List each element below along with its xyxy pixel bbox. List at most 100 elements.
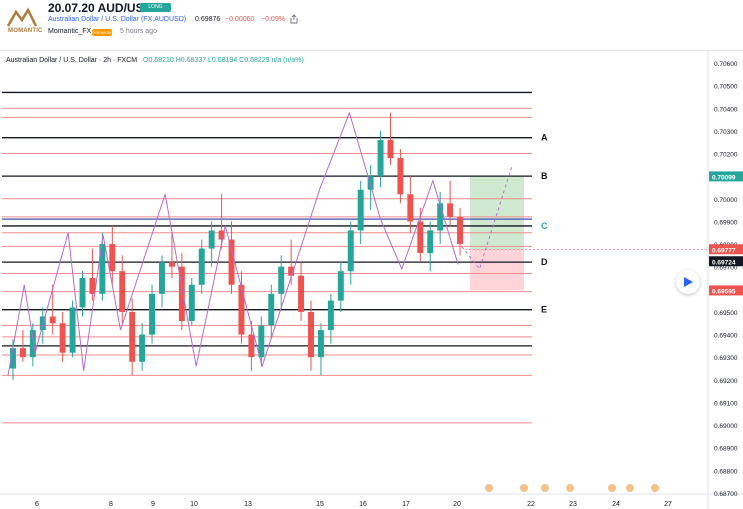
time-tick-label: 10 — [190, 501, 198, 508]
momantic-logo[interactable]: MOMANTIC — [6, 6, 42, 40]
candle-body — [258, 325, 265, 358]
candle-body — [457, 216, 464, 245]
economic-event-icon[interactable] — [650, 483, 660, 493]
price-label-text: 0.69595 — [712, 288, 736, 295]
economic-event-icon[interactable] — [519, 483, 529, 493]
candle-body — [19, 348, 26, 358]
price-tick-label: 0.69000 — [714, 423, 738, 430]
candle-body — [198, 248, 205, 285]
price-tick-label: 0.69400 — [714, 333, 738, 340]
time-tick-label: 24 — [612, 501, 620, 508]
price-label-badge — [709, 171, 743, 182]
price-tick-label: 0.68900 — [714, 446, 738, 453]
economic-event-icon[interactable] — [625, 483, 635, 493]
candle-body — [347, 230, 354, 272]
take-profit-zone — [470, 176, 524, 250]
candle-body — [278, 266, 285, 294]
candle-body — [139, 334, 146, 362]
time-tick-label: 17 — [402, 501, 410, 508]
time-tick-label: 15 — [316, 501, 324, 508]
price-tick-label: 0.70400 — [714, 106, 738, 113]
price-axis-bg — [708, 51, 743, 509]
candle-body — [298, 275, 305, 312]
candle-body — [178, 266, 185, 321]
long-badge: LONG — [140, 3, 171, 12]
price-tick-label: 0.70200 — [714, 152, 738, 159]
price-tick-label: 0.69900 — [714, 219, 738, 226]
candle-body — [188, 284, 195, 321]
level-label-e: E — [541, 305, 547, 315]
premium-badge: PREMIUM — [92, 29, 112, 36]
time-tick-label: 9 — [151, 501, 155, 508]
price-chart[interactable]: A B C D E 0.70600 0.70500 0.70400 0.70300 0.70200… — [0, 51, 743, 509]
candle-body — [29, 330, 36, 358]
candle-body — [407, 194, 414, 222]
candle-body — [129, 311, 136, 362]
price-change: −0.00060 — [225, 16, 255, 23]
publish-time: 5 hours ago — [120, 28, 157, 35]
candle-body — [208, 230, 215, 249]
candle-body — [437, 203, 444, 231]
symbol-link[interactable]: Australian Dollar / U.S. Dollar (FX:AUDU… — [48, 16, 187, 23]
candle-body — [387, 139, 394, 159]
price-tick-label: 0.70000 — [714, 197, 738, 204]
candle-body — [149, 293, 156, 335]
time-tick-label: 20 — [453, 501, 461, 508]
legend-ohlc: O0.68210 H0.68337 L0.68194 C0.68229 n/a … — [143, 57, 304, 64]
candle-body — [59, 323, 66, 353]
candle-body — [427, 230, 434, 254]
idea-header: MOMANTIC 20.07.20 AUD/USD LONG Australia… — [0, 0, 743, 50]
price-label-badge — [709, 285, 743, 296]
idea-title: 20.07.20 AUD/USD — [48, 1, 153, 15]
price-label-text: 0.69777 — [712, 247, 736, 254]
candle-body — [228, 239, 235, 285]
economic-event-icon[interactable] — [565, 483, 575, 493]
share-icon[interactable] — [289, 14, 299, 24]
time-tick-label: 6 — [35, 501, 39, 508]
candle-body — [377, 139, 384, 177]
candle-body — [327, 300, 334, 331]
mountain-logo-icon — [6, 7, 38, 27]
price-tick-label: 0.70300 — [714, 129, 738, 136]
candle-body — [357, 189, 364, 231]
chart-legend: Australian Dollar / U.S. Dollar · 2h · F… — [6, 57, 308, 64]
level-label-d: D — [541, 257, 548, 267]
level-label-b: B — [541, 171, 548, 181]
time-tick-label: 27 — [664, 501, 672, 508]
candle-body — [248, 334, 255, 358]
candle-body — [337, 271, 344, 301]
candle-body — [9, 348, 16, 369]
price-tick-label: 0.69300 — [714, 355, 738, 362]
last-price: 0.69876 — [195, 16, 221, 23]
logo-wordmark: MOMANTIC — [8, 28, 43, 34]
stop-loss-zone — [470, 249, 524, 291]
candle-body — [168, 262, 175, 267]
economic-event-icon[interactable] — [607, 483, 617, 493]
play-replay-button[interactable] — [676, 270, 700, 294]
price-tick-label: 0.70500 — [714, 84, 738, 91]
candle-body — [119, 271, 126, 312]
level-label-c: C — [541, 221, 548, 231]
author-link[interactable]: Momantic_FX — [48, 28, 92, 35]
candle-body — [308, 311, 314, 358]
level-label-a: A — [541, 133, 548, 143]
chart-area[interactable]: A B C D E 0.70600 0.70500 0.70400 0.70300 0.70200… — [0, 50, 743, 509]
candle-body — [317, 330, 324, 358]
price-tick-label: 0.69100 — [714, 400, 738, 407]
candle-body — [49, 316, 56, 324]
candle-body — [109, 244, 116, 272]
price-label-text: 0.70099 — [712, 174, 736, 181]
candle-body — [89, 278, 96, 294]
candle-body — [69, 307, 76, 353]
time-tick-label: 13 — [244, 501, 252, 508]
economic-event-icon[interactable] — [484, 483, 494, 493]
economic-event-icon[interactable] — [540, 483, 550, 493]
price-tick-label: 0.69700 — [714, 265, 738, 272]
price-change-percent: −0.09% — [261, 16, 285, 23]
zigzag-pattern — [7, 111, 459, 376]
candle-body — [417, 221, 424, 254]
time-tick-label: 16 — [359, 501, 367, 508]
time-tick-label: 23 — [569, 501, 577, 508]
candle-body — [99, 244, 106, 294]
candle-body — [288, 266, 295, 276]
